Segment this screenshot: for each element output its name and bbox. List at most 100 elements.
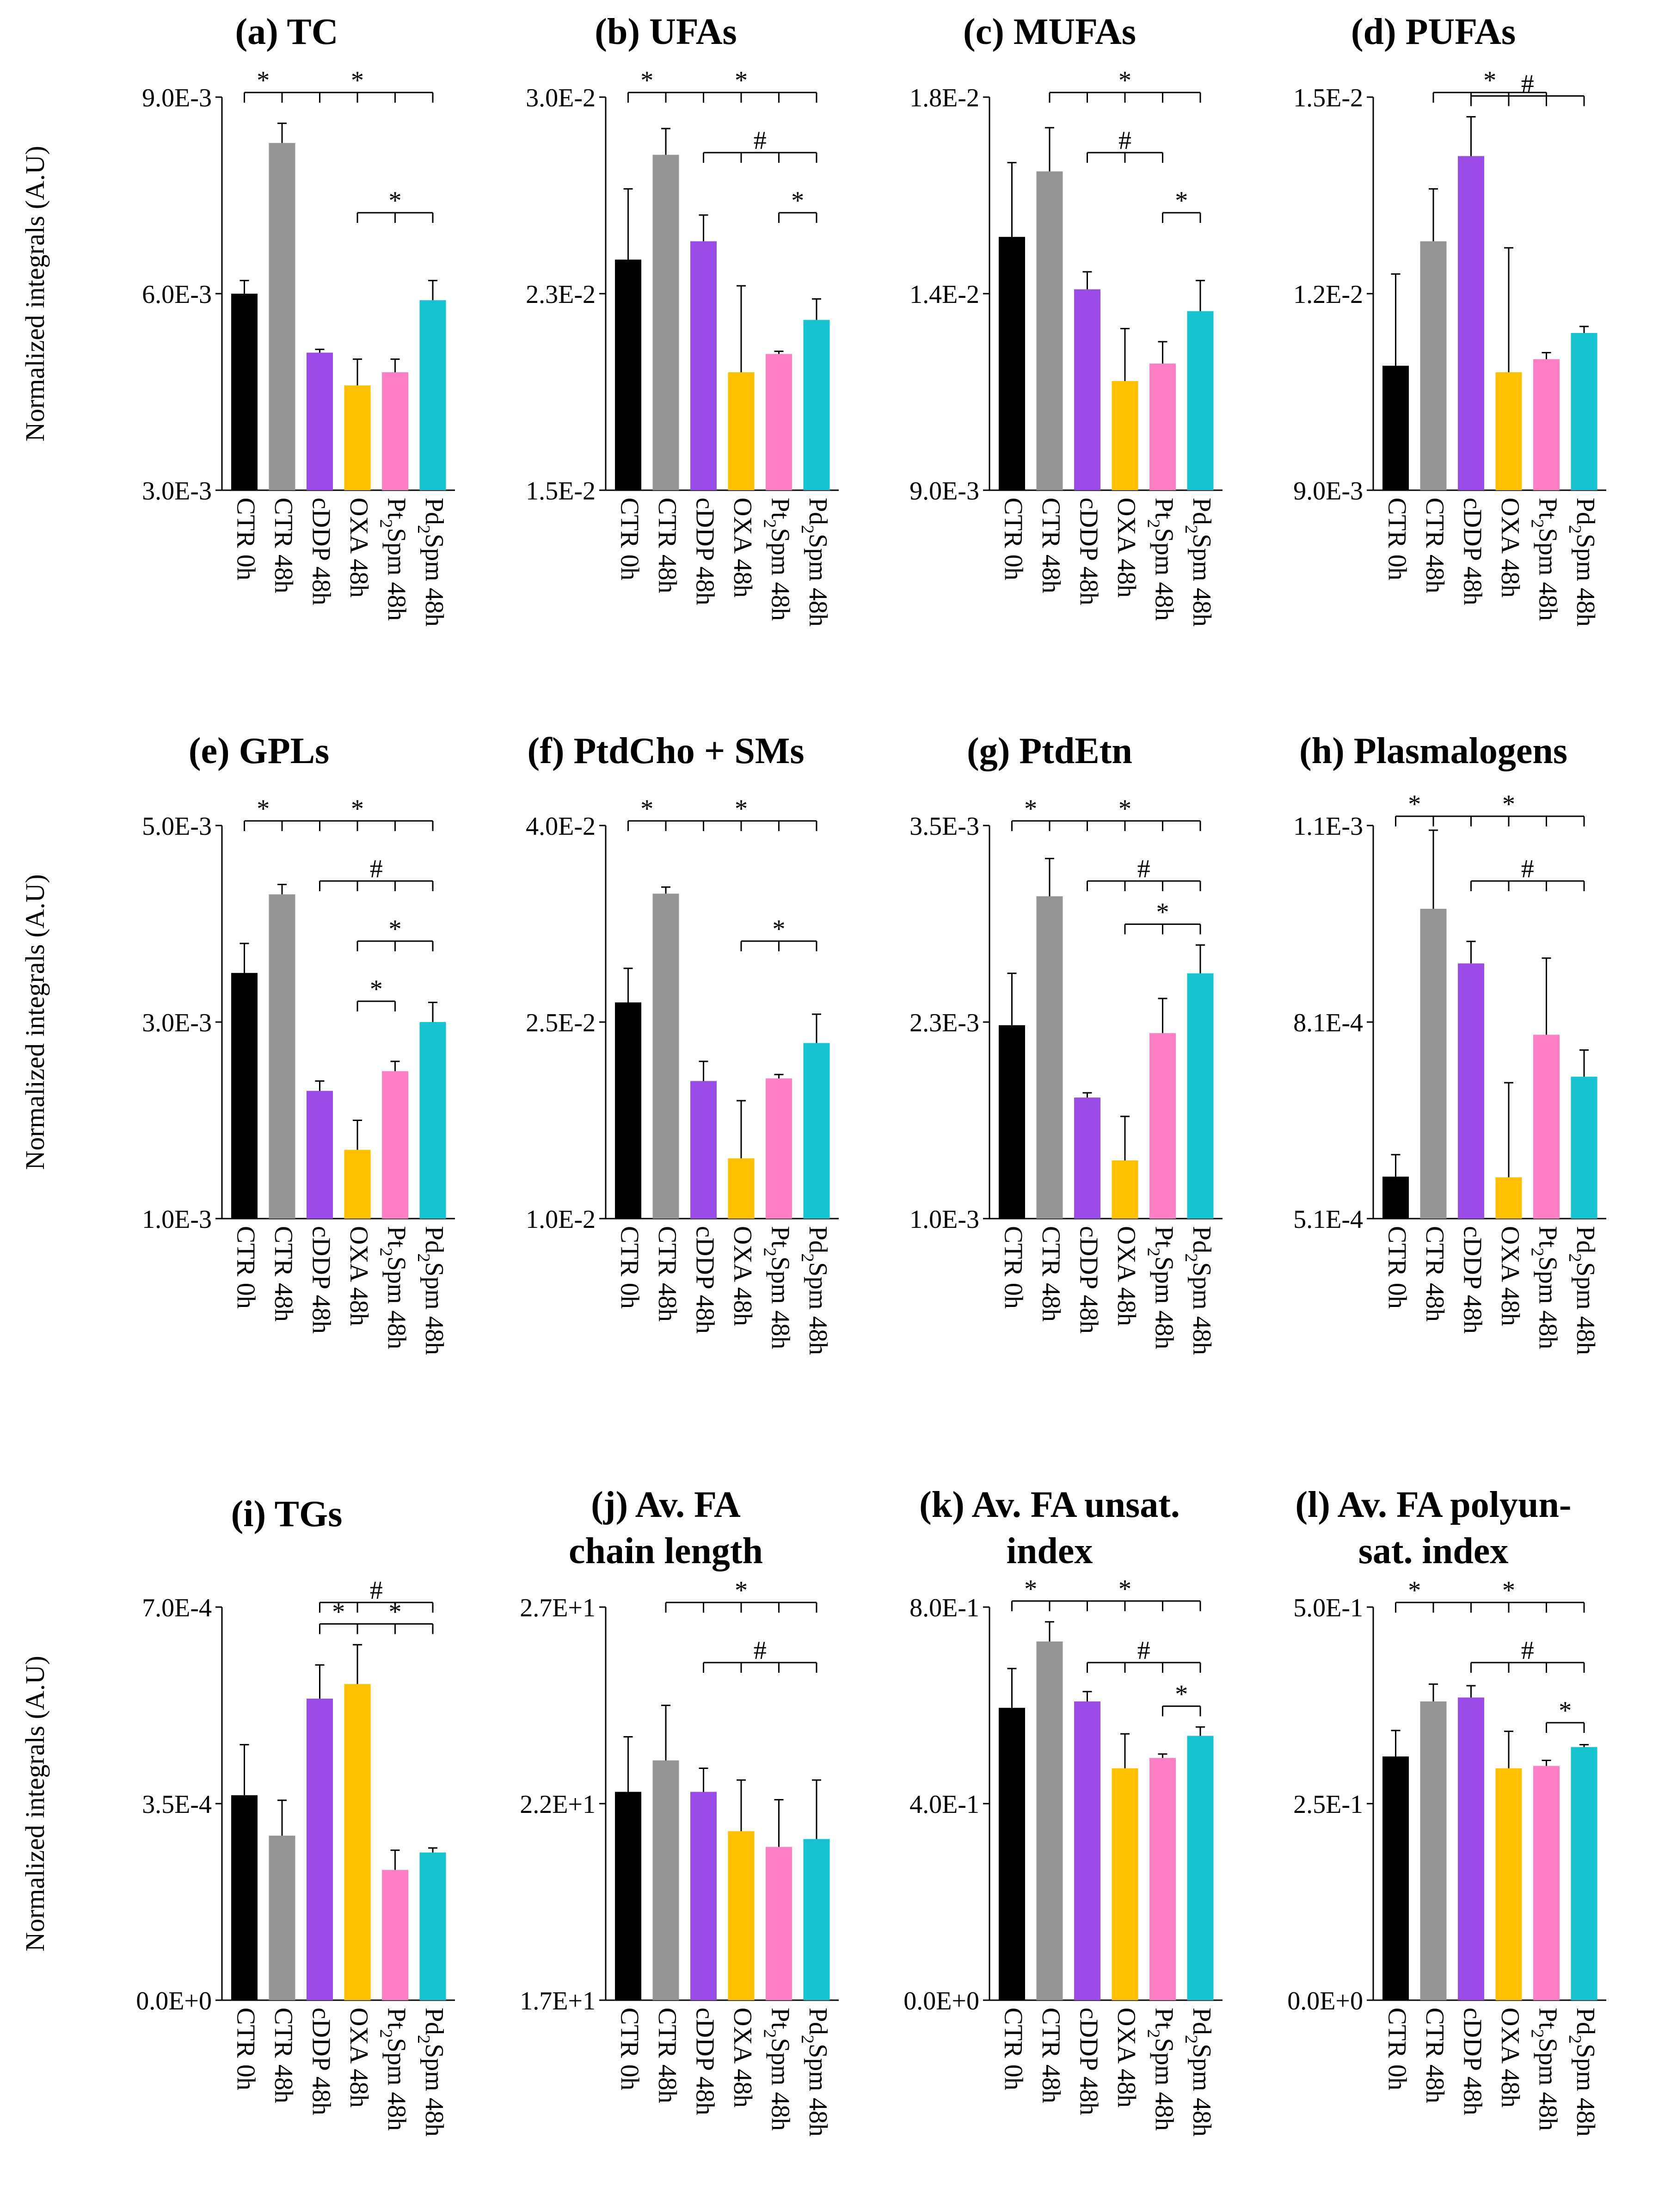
bar-cddp-48h (690, 1081, 717, 1219)
bar-ctr-48h (269, 894, 295, 1219)
bar-pd2spm-48h (419, 1852, 446, 2000)
x-tick-label: CTR 0h (615, 2008, 644, 2090)
y-tick-label: 2.3E-3 (909, 1009, 979, 1037)
y-tick-label: 0.0E+0 (136, 1987, 212, 2015)
bar-ctr-0h (1382, 1177, 1409, 1219)
y-tick-label: 1.5E-2 (526, 477, 596, 505)
chart-6: (f) PtdCho + SMs 1.0E-2 2.5E-2 4.0E-2 CTR 0h… (526, 731, 839, 1355)
bar-cddp-48h (1074, 1701, 1100, 2000)
bar-ctr-0h (231, 973, 258, 1219)
x-tick-label: CTR 48h (1420, 2008, 1449, 2103)
x-tick-label: OXA 48h (1496, 1226, 1524, 1326)
bar-cddp-48h (1458, 963, 1484, 1219)
bar-ctr-48h (269, 1836, 295, 2000)
bar-oxa-48h (728, 372, 755, 490)
x-tick-label: CTR 0h (1383, 498, 1412, 580)
chart-title: (l) Av. FA polyun-sat. index (1295, 1485, 1571, 1571)
x-tick-label: CTR 48h (1037, 1226, 1065, 1322)
y-tick-label: 1.0E-3 (142, 1205, 212, 1234)
significance-label: * (370, 975, 383, 1004)
x-tick-label: Pt2Spm 48h (760, 498, 795, 621)
bar-pt2spm-48h (382, 372, 408, 490)
x-tick-label: CTR 48h (653, 1226, 682, 1322)
y-tick-label: 5.1E-4 (1293, 1205, 1363, 1234)
chart-title: (j) Av. FA chain length (569, 1485, 763, 1571)
chart-2: (b) UFAs 1.5E-2 2.3E-2 3.0E-2 CTR 0h CTR 48h c… (526, 12, 839, 627)
y-tick-label: 8.1E-4 (1293, 1009, 1363, 1037)
y-axis-label: Normalized integrals (A.U) (20, 1656, 50, 1951)
x-tick-label: cDDP 48h (1458, 1226, 1487, 1334)
chart-title: (k) Av. FA unsat. index (919, 1485, 1180, 1571)
x-tick-label: cDDP 48h (691, 1226, 719, 1334)
bar-pt2spm-48h (1533, 1035, 1560, 1219)
x-tick-label: OXA 48h (1112, 1226, 1141, 1326)
bar-cddp-48h (690, 1792, 717, 2000)
x-tick-label: Pt2Spm 48h (1528, 1226, 1562, 1349)
bar-oxa-48h (728, 1831, 755, 2000)
bar-oxa-48h (344, 385, 371, 490)
y-tick-label: 1.0E-2 (526, 1205, 596, 1234)
y-tick-label: 4.0E-2 (526, 812, 596, 841)
y-tick-label: 0.0E+0 (903, 1987, 979, 2015)
bar-pd2spm-48h (1571, 333, 1597, 490)
significance-label: * (257, 66, 270, 95)
bar-cddp-48h (307, 1091, 333, 1219)
x-tick-label: cDDP 48h (1075, 498, 1103, 605)
significance-label: # (754, 126, 767, 155)
bar-oxa-48h (1112, 1768, 1138, 2000)
x-tick-label: Pd2Spm 48h (1565, 1226, 1600, 1355)
bar-ctr-0h (615, 1792, 641, 2000)
bar-oxa-48h (1495, 372, 1522, 490)
bar-pt2spm-48h (1149, 1758, 1176, 2000)
y-tick-label: 3.0E-3 (142, 1009, 212, 1037)
x-tick-label: CTR 0h (232, 2008, 260, 2090)
significance-label: * (257, 795, 270, 823)
bar-pd2spm-48h (1187, 311, 1214, 490)
y-tick-label: 0.0E+0 (1287, 1987, 1363, 2015)
x-tick-label: Pt2Spm 48h (1144, 1226, 1179, 1349)
chart-title: (h) Plasmalogens (1299, 731, 1567, 771)
x-tick-label: cDDP 48h (307, 498, 336, 605)
bar-cddp-48h (690, 241, 717, 490)
significance-label: * (640, 66, 653, 95)
bar-pd2spm-48h (803, 320, 830, 490)
significance-label: * (1118, 66, 1131, 95)
x-tick-label: CTR 48h (269, 1226, 298, 1322)
bar-ctr-0h (1382, 365, 1409, 490)
y-tick-label: 3.5E-4 (142, 1790, 212, 1819)
bar-pd2spm-48h (803, 1043, 830, 1219)
bar-pd2spm-48h (1187, 973, 1214, 1219)
x-tick-label: CTR 48h (1420, 498, 1449, 593)
bar-pt2spm-48h (766, 354, 792, 490)
bar-ctr-0h (615, 259, 641, 490)
significance-label: * (351, 795, 364, 823)
x-tick-label: Pd2Spm 48h (414, 2008, 448, 2137)
chart-11: (k) Av. FA unsat. index 0.0E+0 4.0E-1 8.0E-1… (903, 1485, 1223, 2137)
x-tick-label: CTR 48h (1037, 498, 1065, 593)
y-tick-label: 2.3E-2 (526, 280, 596, 309)
bar-pt2spm-48h (1533, 1766, 1560, 2000)
bar-ctr-48h (1036, 171, 1063, 490)
y-tick-label: 3.5E-3 (909, 812, 979, 841)
y-tick-label: 1.8E-2 (909, 84, 979, 112)
bar-pd2spm-48h (419, 300, 446, 490)
bar-oxa-48h (1112, 1160, 1138, 1219)
x-tick-label: CTR 48h (1037, 2008, 1065, 2103)
x-tick-label: Pd2Spm 48h (798, 1226, 832, 1355)
y-tick-label: 9.0E-3 (1293, 477, 1363, 505)
bar-ctr-0h (231, 294, 258, 490)
y-tick-label: 5.0E-1 (1293, 1594, 1363, 1622)
y-axis-label: Normalized integrals (A.U) (20, 874, 50, 1170)
y-tick-label: 1.0E-3 (909, 1205, 979, 1234)
y-tick-label: 2.2E+1 (520, 1790, 596, 1819)
bar-cddp-48h (307, 352, 333, 490)
x-tick-label: OXA 48h (728, 1226, 757, 1326)
bar-pt2spm-48h (1533, 359, 1560, 490)
chart-4: (d) PUFAs 9.0E-3 1.2E-2 1.5E-2 CTR 0h CTR 48h… (1293, 12, 1606, 627)
chart-8: (h) Plasmalogens 5.1E-4 8.1E-4 1.1E-3 CTR 0h… (1293, 731, 1606, 1355)
y-tick-label: 5.0E-3 (142, 812, 212, 841)
bar-oxa-48h (1495, 1177, 1522, 1219)
x-tick-label: Pt2Spm 48h (760, 2008, 795, 2131)
x-tick-label: cDDP 48h (307, 1226, 336, 1334)
significance-label: * (735, 795, 748, 823)
